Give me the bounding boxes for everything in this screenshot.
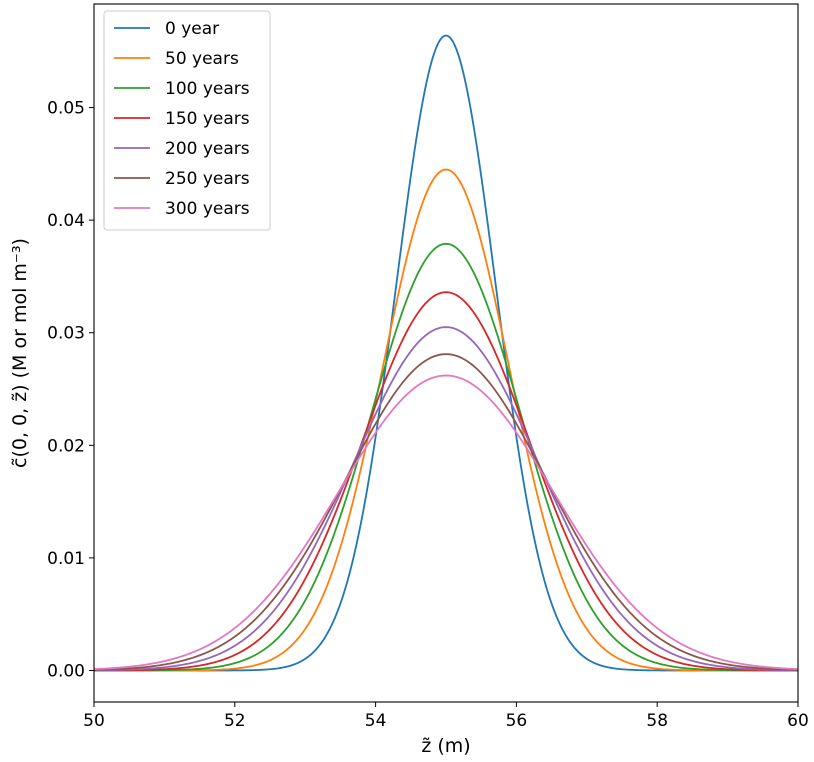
legend-label-4: 200 years: [165, 139, 250, 159]
plot-frame: [93, 3, 799, 703]
x-tick-label: 50: [83, 711, 105, 731]
legend-label-1: 50 years: [165, 49, 239, 69]
series-line-3: [94, 291, 798, 672]
y-tick-label: 0.01: [47, 549, 85, 569]
y-tick-label: 0.02: [47, 436, 85, 456]
series-layer: [93, 34, 799, 672]
x-axis-label: z̃ (m): [421, 735, 470, 757]
legend-label-5: 250 years: [165, 169, 250, 189]
y-tick-label: 0.05: [47, 99, 85, 119]
x-axis: 50 52 54 56 58 60: [83, 702, 809, 731]
x-tick-label: 60: [787, 711, 809, 731]
y-tick-label: 0.03: [47, 324, 85, 344]
y-tick-label: 0.00: [47, 661, 85, 681]
series-line-4: [93, 326, 799, 672]
x-tick-label: 54: [365, 711, 387, 731]
legend-box: [103, 10, 271, 231]
series-line-6: [93, 374, 799, 671]
legend-label-2: 100 years: [165, 79, 250, 99]
legend-label-0: 0 year: [165, 19, 219, 39]
x-tick-label: 52: [224, 711, 246, 731]
x-tick-label: 58: [646, 711, 668, 731]
legend-label-3: 150 years: [165, 109, 250, 129]
series-line-5: [93, 353, 799, 671]
y-axis: 0.00 0.01 0.02 0.03 0.04 0.05: [47, 99, 94, 681]
x-tick-label: 56: [506, 711, 528, 731]
series-line-1: [94, 168, 798, 672]
series-line-2: [94, 242, 798, 672]
legend: 0 year 50 years 100 years 150 years 200 year…: [103, 10, 271, 231]
legend-label-6: 300 years: [165, 199, 250, 219]
y-axis-label: c̃(0, 0, z̃) (M or mol m⁻³): [9, 238, 31, 468]
y-tick-label: 0.04: [47, 211, 85, 231]
